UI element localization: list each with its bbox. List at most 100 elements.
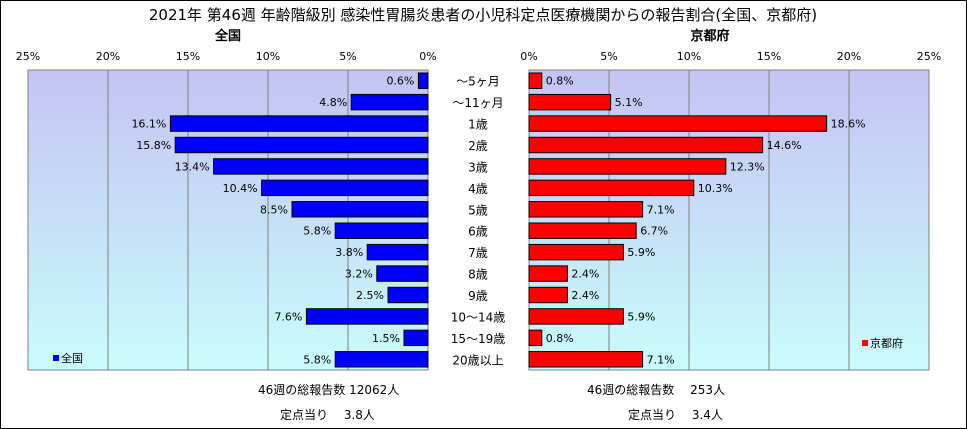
right-bar xyxy=(528,243,624,261)
left-bar xyxy=(387,286,429,304)
left-plot-area xyxy=(27,69,429,371)
left-data-label: 5.8% xyxy=(303,225,331,238)
category-label: ～11ヶ月 xyxy=(452,96,503,110)
category-label: ～5ヶ月 xyxy=(456,75,500,89)
left-total-note: 46週の総報告数 12062人 xyxy=(258,383,400,397)
category-label: 9歳 xyxy=(468,289,488,303)
category-label: 5歳 xyxy=(468,203,488,217)
category-label: 20歳以上 xyxy=(452,353,503,367)
left-bar xyxy=(291,201,429,218)
right-data-label: 6.7% xyxy=(640,225,668,238)
left-bars xyxy=(169,72,429,368)
left-bar xyxy=(350,93,429,111)
right-bar xyxy=(528,308,624,325)
category-label: 15～19歳 xyxy=(451,332,506,346)
left-data-label: 0.6% xyxy=(386,75,414,88)
right-data-label: 7.1% xyxy=(647,203,675,216)
right-legend-label: 京都府 xyxy=(870,336,903,350)
right-tick-label: 0% xyxy=(520,50,537,63)
right-bar xyxy=(528,351,644,368)
left-tick-label: 25% xyxy=(16,50,40,63)
right-bar xyxy=(528,115,828,132)
right-data-labels: 0.8% 5.1% 18.6% 14.6%12.3% 10.3% 7.1% 6.7% 5.9%… xyxy=(546,75,866,367)
category-label: 6歳 xyxy=(468,225,488,239)
left-data-label: 3.2% xyxy=(345,268,373,281)
left-data-labels: 0.6% 4.8% 16.1% 15.8% 13.4% 10.4%8.5% 5.8% 3.8%… xyxy=(131,75,414,367)
left-tick-label: 15% xyxy=(176,50,200,63)
left-legend: 全国 xyxy=(53,351,83,365)
right-bar xyxy=(528,179,695,197)
right-panel-title: 京都府 xyxy=(690,28,729,44)
left-bar xyxy=(261,179,429,197)
left-data-label: 1.5% xyxy=(372,332,400,345)
right-data-label: 2.4% xyxy=(571,268,599,281)
left-tick-label: 5% xyxy=(339,50,356,63)
right-bar xyxy=(528,158,727,175)
right-data-label: 5.9% xyxy=(627,310,655,323)
left-panel-title: 全国 xyxy=(214,28,241,44)
left-tick-label: 0% xyxy=(419,50,436,63)
left-tick-label: 10% xyxy=(256,50,280,63)
left-bar xyxy=(417,72,429,89)
right-total-note: 46週の総報告数 253人 xyxy=(587,383,725,397)
category-label: 7歳 xyxy=(468,246,488,260)
category-label: 4歳 xyxy=(468,182,488,196)
right-legend-swatch xyxy=(862,340,868,346)
left-bar xyxy=(366,243,429,261)
left-bar xyxy=(169,115,429,132)
left-data-label: 2.5% xyxy=(356,289,384,302)
left-data-label: 10.4% xyxy=(223,182,258,195)
right-bar xyxy=(528,93,612,111)
right-data-label: 0.8% xyxy=(546,75,574,88)
right-data-label: 5.1% xyxy=(615,96,643,109)
left-bar xyxy=(305,308,429,325)
right-legend: 京都府 xyxy=(862,336,903,350)
left-data-label: 4.8% xyxy=(319,96,347,109)
right-bar xyxy=(528,72,543,89)
right-data-label: 7.1% xyxy=(647,353,675,366)
left-data-label: 8.5% xyxy=(260,203,288,216)
left-data-label: 13.4% xyxy=(175,160,210,173)
right-data-label: 12.3% xyxy=(730,160,765,173)
left-bar xyxy=(403,329,429,347)
right-bars xyxy=(528,72,828,368)
left-bar xyxy=(334,222,429,239)
right-tick-labels: 0% 5% 10% 15% 20% 25% xyxy=(520,50,941,63)
right-data-label: 18.6% xyxy=(831,118,866,131)
left-legend-swatch xyxy=(53,355,59,361)
category-label: 10～14歳 xyxy=(451,310,506,324)
right-data-label: 5.9% xyxy=(627,246,655,259)
left-bar xyxy=(334,351,429,368)
right-tick-label: 10% xyxy=(677,50,701,63)
left-bar xyxy=(213,158,429,175)
left-bar xyxy=(174,136,429,154)
left-data-label: 7.6% xyxy=(274,310,302,323)
category-label: 1歳 xyxy=(468,118,488,132)
right-data-label: 2.4% xyxy=(571,289,599,302)
left-data-label: 16.1% xyxy=(131,118,166,131)
right-per-site-note: 定点当り 3.4人 xyxy=(628,408,723,422)
category-label: 3歳 xyxy=(468,160,488,174)
right-data-label: 14.6% xyxy=(767,139,802,152)
right-plot-area xyxy=(528,69,930,371)
right-data-label: 0.8% xyxy=(546,332,574,345)
category-label: 8歳 xyxy=(468,268,488,282)
chart-title: 2021年 第46週 年齢階級別 感染性胃腸炎患者の小児科定点医療機関からの報告… xyxy=(149,6,817,24)
right-bar xyxy=(528,329,543,347)
left-tick-labels: 25% 20% 15% 10% 5% 0% xyxy=(16,50,437,63)
left-data-label: 5.8% xyxy=(303,353,331,366)
right-tick-label: 5% xyxy=(600,50,617,63)
left-tick-label: 20% xyxy=(96,50,120,63)
right-bar xyxy=(528,265,568,282)
right-bar xyxy=(528,136,764,154)
left-data-label: 3.8% xyxy=(335,246,363,259)
category-label: 2歳 xyxy=(468,139,488,153)
right-tick-label: 15% xyxy=(757,50,781,63)
left-bar xyxy=(376,265,429,282)
right-bar xyxy=(528,201,644,218)
right-data-label: 10.3% xyxy=(698,182,733,195)
left-legend-label: 全国 xyxy=(61,351,83,365)
left-data-label: 15.8% xyxy=(136,139,171,152)
right-tick-label: 20% xyxy=(837,50,861,63)
